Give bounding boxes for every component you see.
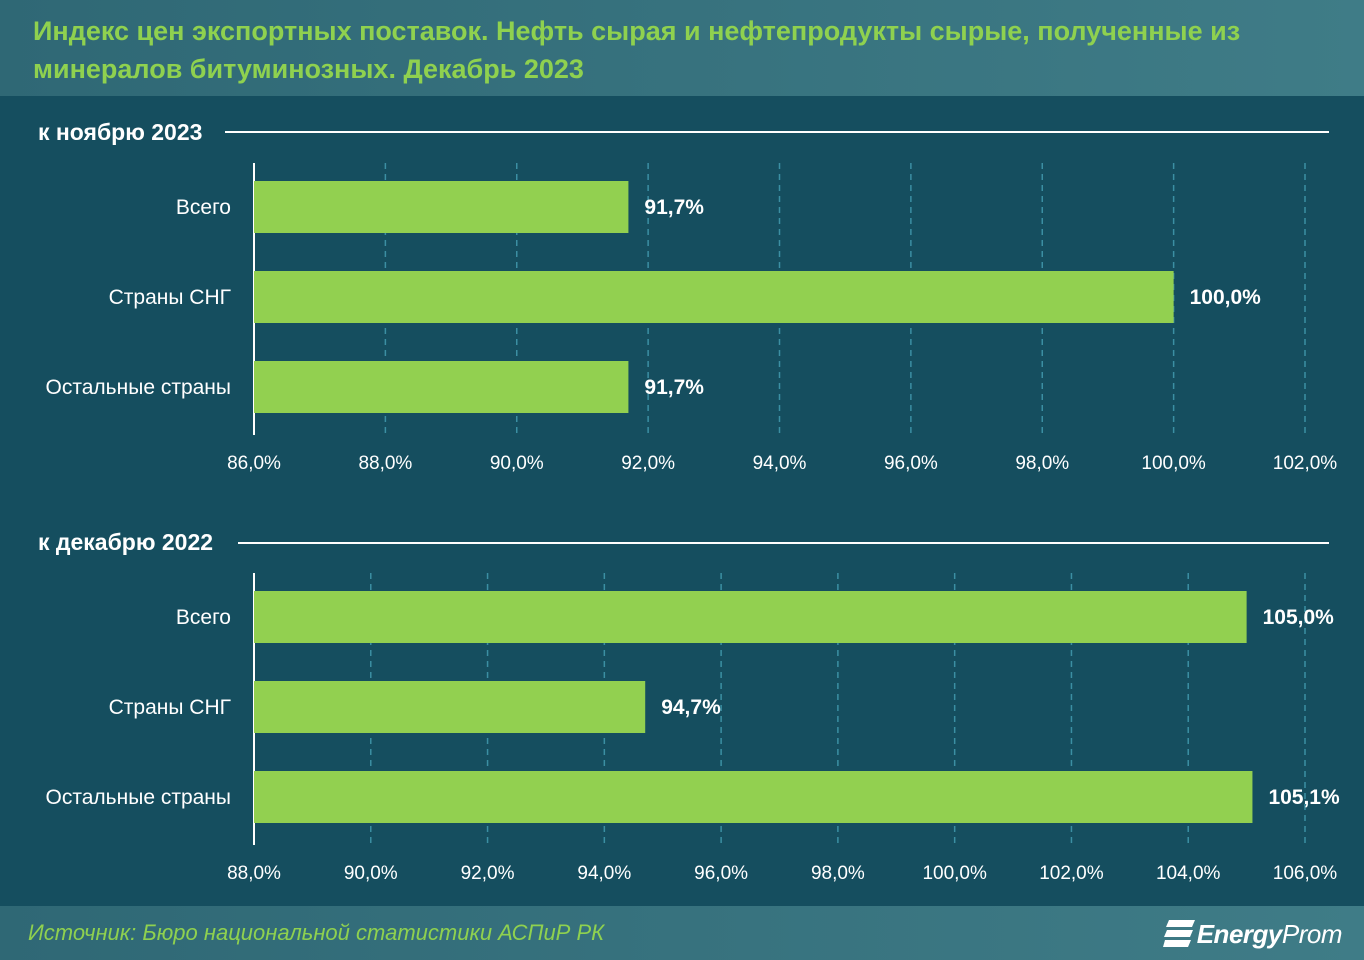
data-label: 91,7% [644,376,704,399]
category-label: Всего [176,196,231,219]
chart-2: Всего 105,0% Страны СНГ 94,7% Остальные стра… [46,573,1340,884]
x-tick-label: 96,0% [884,453,938,474]
category-label: Остальные страны [46,376,231,399]
x-tick-label: 90,0% [490,453,544,474]
data-label: 100,0% [1190,286,1262,309]
chart-1: Всего 91,7% Страны СНГ 100,0% Остальные стра… [46,163,1338,474]
x-tick-label: 104,0% [1156,863,1221,884]
panel-1-rule [225,131,1329,133]
bar [254,681,646,733]
panel-1-title: к ноябрю 2023 [38,118,211,146]
category-label: Страны СНГ [109,696,231,719]
data-label: 91,7% [644,196,704,219]
bar [254,361,629,413]
panel-2-title: к декабрю 2022 [38,528,222,556]
x-tick-label: 88,0% [358,453,412,474]
logo-text-light: Prom [1281,918,1343,949]
x-tick-label: 92,0% [621,453,675,474]
x-tick-label: 94,0% [753,453,807,474]
x-tick-label: 88,0% [227,863,281,884]
x-tick-label: 96,0% [694,863,748,884]
logo-text-bold: Energy [1196,918,1283,949]
x-tick-label: 106,0% [1273,863,1338,884]
energyprom-flag-icon [1162,920,1195,947]
x-tick-label: 100,0% [1141,453,1206,474]
data-label: 94,7% [661,696,721,719]
footer: Источник: Бюро национальной статистики А… [0,906,1364,960]
x-tick-label: 102,0% [1039,863,1104,884]
panel-2-rule [238,542,1329,544]
logo-text: EnergyProm [1196,918,1343,950]
chart-title: Индекс цен экспортных поставок. Нефть сы… [33,16,1241,84]
x-tick-label: 94,0% [577,863,631,884]
data-label: 105,0% [1263,606,1335,629]
bar [254,771,1253,823]
bar [254,591,1247,643]
logo: EnergyProm [1162,916,1343,952]
x-tick-label: 92,0% [461,863,515,884]
data-label: 105,1% [1268,786,1340,809]
bar [254,181,629,233]
x-tick-label: 86,0% [227,453,281,474]
x-tick-label: 98,0% [1015,453,1069,474]
x-tick-label: 102,0% [1273,453,1338,474]
header: Индекс цен экспортных поставок. Нефть сы… [0,0,1364,96]
x-tick-label: 100,0% [922,863,987,884]
category-label: Страны СНГ [109,286,231,309]
x-tick-label: 98,0% [811,863,865,884]
category-label: Остальные страны [46,786,231,809]
bar [254,271,1174,323]
category-label: Всего [176,606,231,629]
source-text: Источник: Бюро национальной статистики А… [28,920,605,945]
x-tick-label: 90,0% [344,863,398,884]
